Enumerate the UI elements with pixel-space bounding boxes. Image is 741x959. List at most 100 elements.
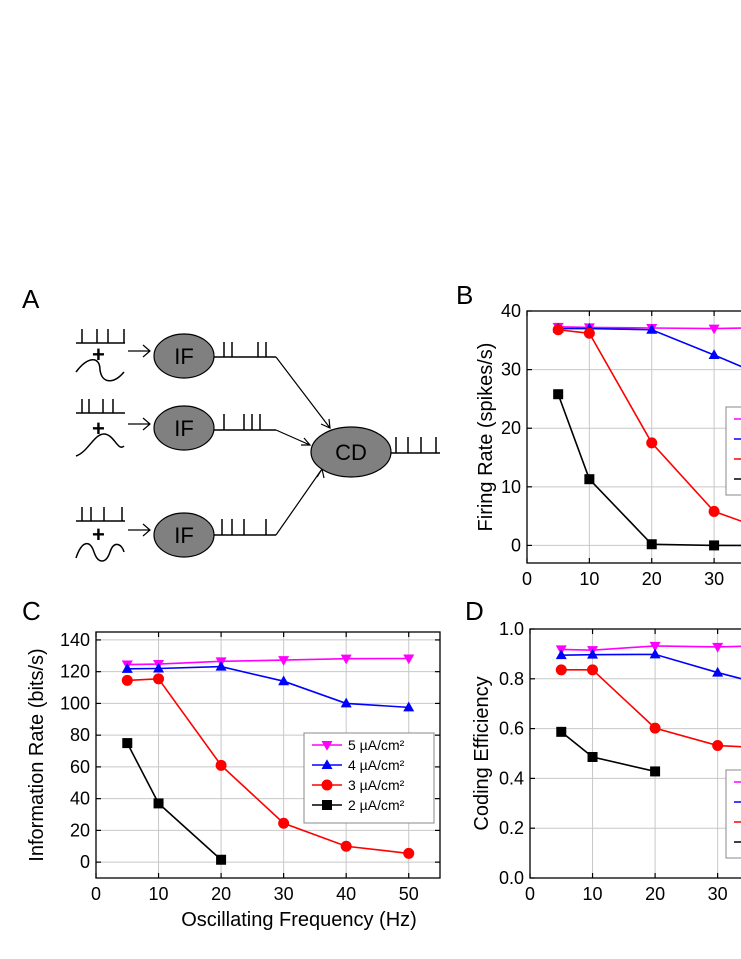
y-axis-title: Coding Efficiency bbox=[471, 676, 493, 830]
if-neuron-1 bbox=[153, 333, 215, 379]
panel-b-firing-rate-chart: 01020304050010203040Oscillating Frequenc… bbox=[475, 301, 741, 589]
if-neuron-3-label: IF bbox=[174, 523, 194, 548]
data-point bbox=[583, 327, 595, 339]
x-tick-label: 50 bbox=[399, 884, 419, 904]
legend-label: 4 µA/cm² bbox=[348, 757, 405, 773]
data-point bbox=[216, 854, 227, 865]
connection-1-to-cd bbox=[275, 356, 331, 429]
y-tick-label: 0.4 bbox=[499, 768, 524, 788]
x-tick-label: 10 bbox=[579, 569, 599, 589]
sine-wave-3 bbox=[75, 543, 125, 562]
y-tick-label: 0.2 bbox=[499, 818, 524, 838]
data-point bbox=[708, 349, 720, 359]
arrow-to-if-2 bbox=[128, 417, 151, 431]
y-tick-label: 60 bbox=[70, 757, 90, 777]
data-point bbox=[340, 654, 352, 665]
series-4 bbox=[122, 738, 227, 865]
data-point bbox=[708, 324, 720, 335]
panel-label-d: D bbox=[465, 596, 484, 626]
x-tick-label: 10 bbox=[583, 884, 603, 904]
connection-2-to-cd bbox=[275, 429, 312, 446]
data-point bbox=[712, 666, 724, 677]
data-point bbox=[646, 324, 658, 334]
series-line bbox=[561, 669, 741, 748]
legend-box bbox=[725, 406, 741, 496]
data-point bbox=[649, 648, 661, 659]
plus-sign-3: + bbox=[92, 522, 105, 547]
series-2 bbox=[555, 648, 741, 680]
x-tick-label: 0 bbox=[91, 884, 101, 904]
data-point bbox=[278, 656, 290, 666]
y-tick-label: 40 bbox=[501, 301, 521, 321]
panel-label-a: A bbox=[22, 284, 40, 314]
plot-frame bbox=[95, 631, 441, 879]
data-point bbox=[552, 324, 564, 336]
data-point bbox=[587, 648, 599, 659]
data-point bbox=[403, 847, 415, 859]
data-point bbox=[215, 759, 227, 771]
series-2 bbox=[121, 660, 415, 712]
y-tick-label: 0 bbox=[511, 535, 521, 555]
data-point bbox=[708, 505, 720, 517]
y-tick-label: 20 bbox=[501, 418, 521, 438]
legend-box bbox=[725, 769, 741, 859]
legend-label: 2 µA/cm² bbox=[348, 797, 405, 813]
y-tick-label: 0 bbox=[80, 852, 90, 872]
data-point bbox=[649, 641, 661, 652]
data-point bbox=[278, 675, 290, 686]
series-line bbox=[127, 665, 409, 709]
series-line bbox=[561, 653, 741, 680]
sine-wave-2 bbox=[75, 433, 125, 457]
data-point bbox=[153, 662, 165, 673]
cd-neuron bbox=[310, 426, 392, 478]
data-point bbox=[587, 751, 598, 762]
input-spike-train-1 bbox=[76, 329, 125, 344]
x-axis-title: Oscillating Frequency (Hz) bbox=[181, 909, 417, 931]
series-4 bbox=[556, 726, 661, 777]
x-tick-label: 40 bbox=[336, 884, 356, 904]
y-tick-label: 100 bbox=[60, 693, 90, 713]
cd-neuron-label: CD bbox=[335, 440, 367, 465]
data-point bbox=[649, 722, 661, 734]
series-line bbox=[126, 742, 222, 861]
ticks: 01020304050010203040 bbox=[501, 301, 724, 589]
y-tick-label: 0.8 bbox=[499, 669, 524, 689]
x-tick-label: 20 bbox=[645, 884, 665, 904]
if-neuron-2-label: IF bbox=[174, 416, 194, 441]
y-tick-label: 120 bbox=[60, 662, 90, 682]
data-point bbox=[153, 798, 164, 809]
y-tick-label: 1.0 bbox=[499, 619, 524, 639]
data-point bbox=[712, 642, 724, 653]
y-axis-title: Firing Rate (spikes/s) bbox=[475, 343, 497, 532]
data-point bbox=[584, 474, 595, 485]
series-line bbox=[557, 393, 741, 547]
x-tick-label: 20 bbox=[211, 884, 231, 904]
y-tick-label: 40 bbox=[70, 789, 90, 809]
x-tick-label: 30 bbox=[708, 884, 728, 904]
x-tick-label: 0 bbox=[525, 884, 535, 904]
series-line bbox=[560, 731, 656, 773]
y-tick-label: 80 bbox=[70, 725, 90, 745]
series-line bbox=[558, 326, 741, 330]
panel-label-c: C bbox=[22, 596, 41, 626]
data-point bbox=[650, 766, 661, 777]
data-point bbox=[340, 697, 352, 708]
plus-sign-2: + bbox=[92, 416, 105, 441]
data-point bbox=[555, 664, 567, 676]
panel-d-coding-efficiency-chart: 010203040500.00.20.40.60.81.0Oscillating… bbox=[471, 619, 741, 904]
data-point bbox=[555, 649, 567, 660]
data-point bbox=[121, 674, 133, 686]
series-3 bbox=[555, 664, 741, 752]
data-point bbox=[646, 437, 658, 449]
series-4 bbox=[553, 389, 741, 551]
data-point bbox=[709, 540, 720, 551]
x-tick-label: 30 bbox=[274, 884, 294, 904]
data-point bbox=[403, 654, 415, 665]
legend-marker bbox=[321, 779, 333, 791]
cd-output-spike-train bbox=[391, 437, 440, 454]
sine-wave-1 bbox=[75, 359, 125, 382]
data-point bbox=[121, 663, 133, 673]
